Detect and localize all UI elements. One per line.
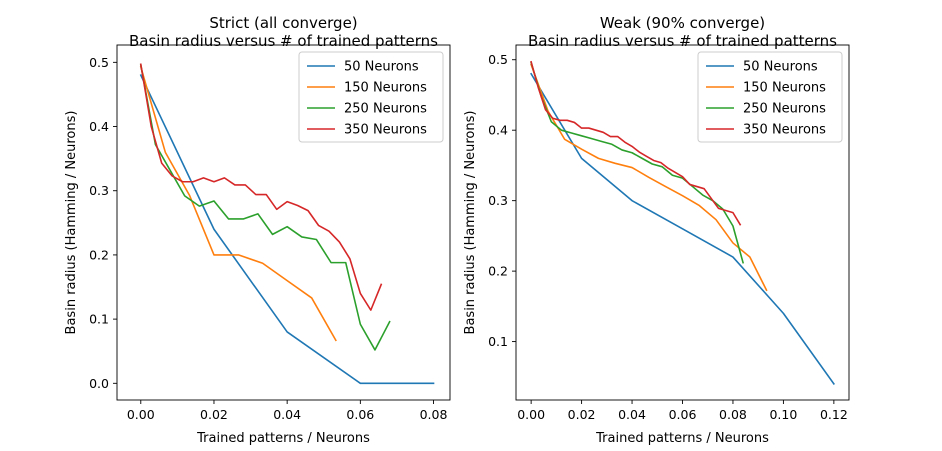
x-tick-label: 0.00	[517, 407, 545, 422]
y-axis-label: Basin radius (Hamming / Neurons)	[463, 111, 478, 335]
y-tick-label: 0.4	[89, 119, 109, 134]
y-tick-label: 0.3	[89, 183, 109, 198]
y-tick-label: 0.4	[488, 123, 508, 138]
x-tick-label: 0.10	[769, 407, 797, 422]
legend-entry: 250 Neurons	[743, 102, 826, 117]
legend-box	[298, 51, 444, 143]
legend: 50 Neurons 150 Neurons 250 Neurons 350 Neur…	[697, 51, 843, 143]
series-line-50-neurons	[530, 72, 835, 385]
y-tick-label: 0.2	[488, 264, 508, 279]
x-tick-label: 0.06	[346, 407, 374, 422]
series-line-250-neurons	[530, 61, 745, 264]
series-group	[530, 60, 835, 385]
y-tick-label: 0.1	[89, 312, 109, 327]
x-axis-label: Trained patterns / Neurons	[595, 431, 769, 446]
x-tick-label: 0.02	[200, 407, 228, 422]
series-line-250-neurons	[139, 63, 391, 351]
series-line-350-neurons	[139, 63, 383, 311]
legend: 50 Neurons 150 Neurons 250 Neurons 350 Neur…	[298, 51, 444, 143]
legend-entry: 50 Neurons	[344, 60, 419, 75]
series-line-350-neurons	[530, 60, 742, 226]
legend-entry: 350 Neurons	[743, 123, 826, 138]
legend-entry: 150 Neurons	[344, 81, 427, 96]
chart-panel-2: Weak (90% converge)Basin radius versus #…	[463, 14, 850, 446]
legend-entry: 50 Neurons	[743, 60, 818, 75]
legend-entry: 350 Neurons	[344, 123, 427, 138]
legend-box	[697, 51, 843, 143]
chart-title: Strict (all converge)	[209, 14, 357, 32]
series-line-50-neurons	[139, 74, 435, 385]
y-tick-label: 0.3	[488, 193, 508, 208]
y-tick-label: 0.5	[488, 52, 508, 67]
x-tick-label: 0.08	[420, 407, 448, 422]
x-tick-label: 0.02	[568, 407, 596, 422]
y-tick-label: 0.5	[89, 55, 109, 70]
x-axis-label: Trained patterns / Neurons	[196, 431, 370, 446]
chart-title: Weak (90% converge)	[600, 14, 765, 32]
legend-entry: 250 Neurons	[344, 102, 427, 117]
series-line-150-neurons	[530, 63, 768, 292]
y-axis-label: Basin radius (Hamming / Neurons)	[64, 111, 79, 335]
chart-panel-1: Strict (all converge)Basin radius versus…	[64, 14, 451, 446]
x-tick-label: 0.06	[669, 407, 697, 422]
legend-entry: 150 Neurons	[743, 81, 826, 96]
chart-subtitle: Basin radius versus # of trained pattern…	[528, 32, 837, 50]
x-tick-label: 0.08	[719, 407, 747, 422]
x-tick-label: 0.04	[273, 407, 301, 422]
y-tick-label: 0.0	[89, 376, 109, 391]
axes-frame	[116, 44, 451, 401]
x-tick-label: 0.00	[127, 407, 155, 422]
series-group	[139, 63, 435, 385]
y-tick-label: 0.2	[89, 247, 109, 262]
chart-subtitle: Basin radius versus # of trained pattern…	[129, 32, 438, 50]
x-tick-label: 0.12	[820, 407, 848, 422]
x-tick-label: 0.04	[618, 407, 646, 422]
series-line-150-neurons	[139, 65, 337, 342]
y-tick-label: 0.1	[488, 334, 508, 349]
